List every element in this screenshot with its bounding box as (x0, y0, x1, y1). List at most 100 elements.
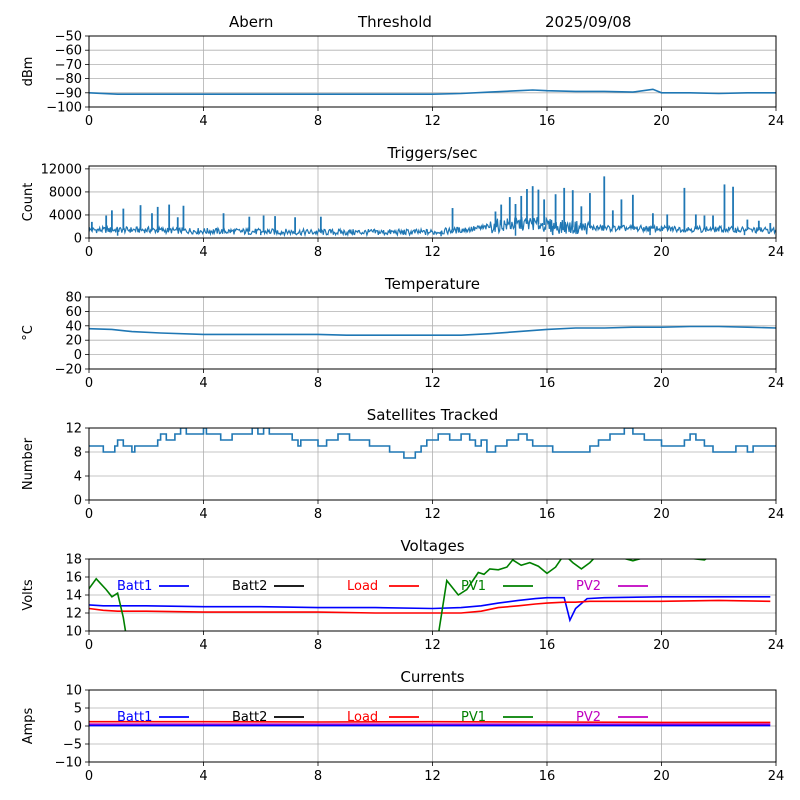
y-axis-label: °C (21, 325, 36, 341)
y-tick-label: 8 (74, 446, 82, 461)
legend-label: PV1 (461, 710, 486, 725)
x-tick-label: 24 (768, 114, 785, 129)
legend-label: PV2 (576, 579, 601, 594)
y-tick-label: −80 (55, 72, 82, 87)
x-tick-label: 4 (199, 245, 207, 260)
x-tick-label: 24 (768, 507, 785, 522)
plot-area (89, 559, 771, 631)
y-axis-label: Amps (21, 707, 36, 744)
y-tick-label: 12000 (41, 162, 82, 177)
legend-label: Batt1 (117, 710, 152, 725)
y-tick-label: −50 (55, 30, 82, 45)
x-tick-label: 16 (539, 245, 556, 260)
y-axis-label: Count (21, 183, 36, 222)
load-line (89, 720, 771, 724)
mode-label: Threshold (357, 13, 432, 31)
y-tick-label: 12 (65, 422, 82, 437)
x-tick-label: 20 (653, 245, 670, 260)
plot-area (89, 325, 776, 336)
legend-label: Load (347, 579, 378, 594)
x-tick-label: 20 (653, 376, 670, 391)
y-tick-label: −5 (63, 738, 82, 753)
y-tick-label: 40 (65, 319, 82, 334)
pv1-line (89, 559, 708, 631)
x-tick-label: 4 (199, 507, 207, 522)
x-tick-label: 24 (768, 638, 785, 653)
batt1-line (89, 596, 771, 623)
y-axis-label: Volts (21, 579, 36, 611)
axes-frame (88, 558, 777, 632)
x-tick-label: 8 (314, 638, 322, 653)
x-tick-label: 8 (314, 769, 322, 784)
y-tick-label: 0 (74, 720, 82, 735)
x-tick-label: 4 (199, 114, 207, 129)
x-tick-label: 12 (424, 638, 441, 653)
y-tick-label: 60 (65, 305, 82, 320)
x-tick-label: 12 (424, 376, 441, 391)
x-tick-label: 16 (539, 638, 556, 653)
y-tick-label: 20 (65, 334, 82, 349)
x-tick-label: 0 (85, 638, 93, 653)
plot-area (89, 720, 771, 727)
chart-title: Triggers/sec (387, 144, 478, 162)
series-line (89, 88, 776, 95)
y-tick-label: 18 (65, 553, 82, 568)
x-tick-label: 4 (199, 638, 207, 653)
legend-label: PV1 (461, 579, 486, 594)
load-line (89, 599, 771, 614)
x-tick-label: 20 (653, 507, 670, 522)
chart-panel-6: 0 4 8 12 16 20 24 10 5 0 −5 −10 Currents Amps Batt1 Bat… (21, 668, 784, 784)
axes-frame (88, 165, 777, 239)
y-tick-label: 16 (65, 571, 82, 586)
x-tick-label: 12 (424, 114, 441, 129)
y-tick-label: −70 (55, 58, 82, 73)
x-tick-label: 8 (314, 507, 322, 522)
chart-title: Satellites Tracked (367, 406, 498, 424)
y-tick-label: 4000 (49, 208, 82, 223)
y-tick-label: 14 (65, 589, 82, 604)
x-tick-label: 24 (768, 245, 785, 260)
chart-title: Temperature (384, 275, 480, 293)
y-tick-label: 4 (74, 470, 82, 485)
x-tick-label: 20 (653, 114, 670, 129)
y-tick-label: 8000 (49, 185, 82, 200)
y-tick-label: 80 (65, 291, 82, 306)
x-tick-label: 12 (424, 769, 441, 784)
legend-label: PV2 (576, 710, 601, 725)
x-tick-label: 20 (653, 638, 670, 653)
site-name: Abern (229, 13, 273, 31)
y-tick-label: 0 (74, 232, 82, 247)
plot-area (89, 176, 776, 238)
x-tick-label: 20 (653, 769, 670, 784)
x-tick-label: 12 (424, 245, 441, 260)
x-tick-label: 16 (539, 376, 556, 391)
y-tick-label: 0 (74, 494, 82, 509)
plot-area (89, 428, 776, 459)
y-tick-label: −90 (55, 86, 82, 101)
x-tick-label: 0 (85, 114, 93, 129)
x-tick-label: 16 (539, 114, 556, 129)
y-axis-label: Number (21, 437, 36, 490)
y-tick-label: −100 (46, 101, 82, 116)
x-tick-label: 0 (85, 769, 93, 784)
axes-frame (88, 689, 777, 763)
y-tick-label: 10 (65, 684, 82, 699)
chart-title: Voltages (400, 537, 464, 555)
plot-area (89, 88, 776, 95)
y-tick-label: 5 (74, 702, 82, 717)
x-tick-label: 24 (768, 769, 785, 784)
chart-panel-1: 0 4 8 12 16 20 24 −50−60−70−80−90−100 dBm (21, 30, 784, 130)
x-tick-label: 8 (314, 114, 322, 129)
chart-panel-4: 0 4 8 12 16 20 24 0 4 8 12 Satellites Tracked Number (21, 406, 784, 522)
x-tick-label: 0 (85, 376, 93, 391)
y-tick-label: −10 (55, 756, 82, 771)
chart-panel-5: 0 4 8 12 16 20 24 10 12 14 16 18 Voltages Volts Batt1 B… (21, 537, 784, 653)
y-tick-label: −60 (55, 44, 82, 59)
x-tick-label: 16 (539, 769, 556, 784)
date-label: 2025/09/08 (545, 13, 631, 31)
y-tick-label: 12 (65, 607, 82, 622)
x-tick-label: 8 (314, 245, 322, 260)
chart-title: Currents (400, 668, 464, 686)
